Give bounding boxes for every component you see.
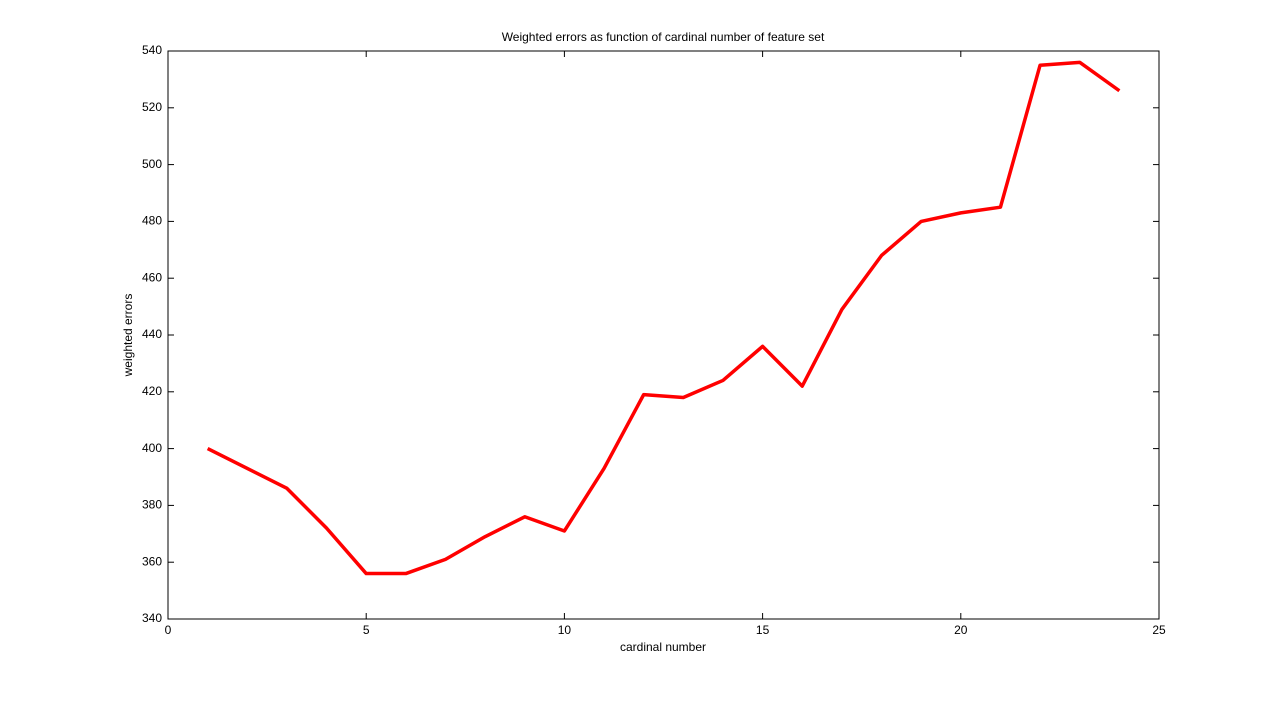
plot-box [167,50,1160,620]
y-tick-label: 500 [142,157,162,171]
y-tick-label: 540 [142,43,162,57]
x-tick-label: 0 [165,623,172,637]
x-tick-label: 10 [558,623,572,637]
y-tick-label: 480 [142,214,162,228]
y-tick-label: 360 [142,554,162,568]
y-axis-label: weighted errors [121,294,135,378]
y-tick-label: 520 [142,100,162,114]
y-tick-label: 340 [142,611,162,625]
y-tick-label: 440 [142,327,162,341]
y-tick-label: 460 [142,270,162,284]
y-tick-label: 380 [142,498,162,512]
x-tick-label: 25 [1152,623,1166,637]
y-tick-label: 400 [142,441,162,455]
x-tick-label: 20 [954,623,968,637]
data-line [206,60,1121,576]
x-axis-label: cardinal number [620,640,706,654]
x-tick-label: 15 [756,623,770,637]
y-tick-label: 420 [142,384,162,398]
x-tick-label: 5 [363,623,370,637]
chart-title: Weighted errors as function of cardinal … [502,30,825,44]
